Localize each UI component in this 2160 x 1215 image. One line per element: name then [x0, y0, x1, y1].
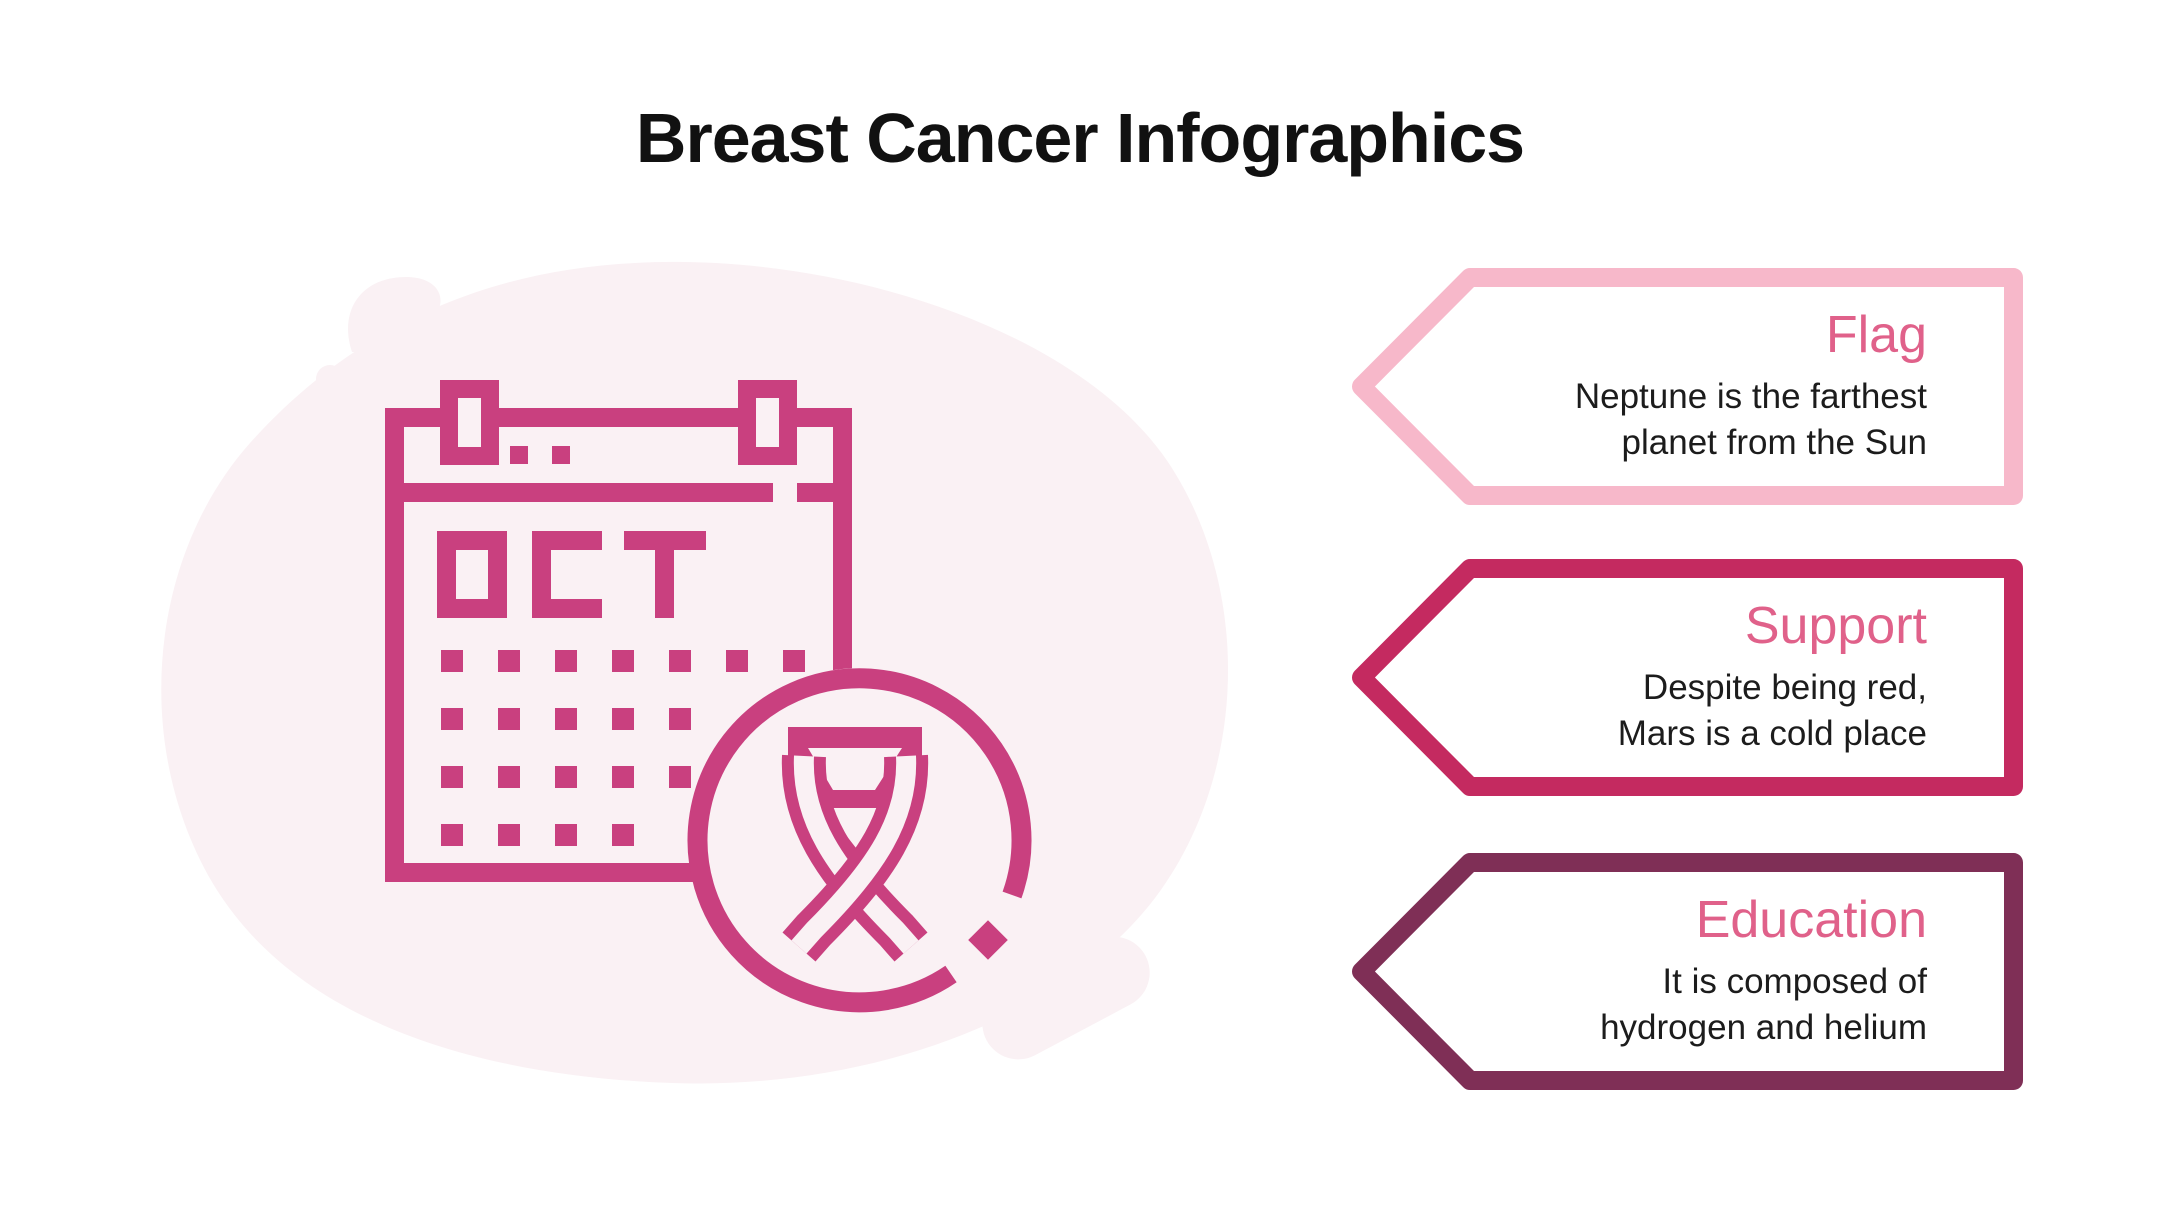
card-body-line: hydrogen and helium [1600, 1008, 1927, 1048]
card-body-line: It is composed of [1662, 962, 1927, 1002]
card-arrow-shape [1352, 853, 2023, 1090]
binding-post-left [440, 380, 499, 465]
dot-accent [316, 365, 344, 393]
comma-accent [348, 276, 441, 352]
day-dot-grid [441, 650, 805, 846]
card-flag: Flag Neptune is the farthest planet from… [1352, 268, 2023, 505]
circle-gap-diamond [968, 920, 1008, 960]
background-blob [161, 261, 1229, 1084]
card-arrow-shape [1352, 559, 2023, 796]
card-title: Flag [1825, 306, 1927, 365]
card-body-line: Neptune is the farthest [1574, 377, 1927, 417]
binding-post-right [738, 380, 797, 465]
card-body-line: Mars is a cold place [1617, 714, 1927, 754]
card-education: Education It is composed of hydrogen and… [1352, 853, 2023, 1090]
awareness-ribbon-icon [687, 668, 1032, 1013]
card-arrow-shape [1352, 268, 2023, 505]
month-label [437, 531, 706, 618]
card-title: Education [1695, 891, 1927, 950]
card-title: Support [1744, 597, 1927, 656]
card-support: Support Despite being red, Mars is a col… [1352, 559, 2023, 796]
card-body-line: Despite being red, [1642, 668, 1927, 708]
page-title: Breast Cancer Infographics [635, 99, 1525, 177]
card-body-line: planet from the Sun [1621, 423, 1927, 463]
pill-accent [982, 936, 1150, 1060]
